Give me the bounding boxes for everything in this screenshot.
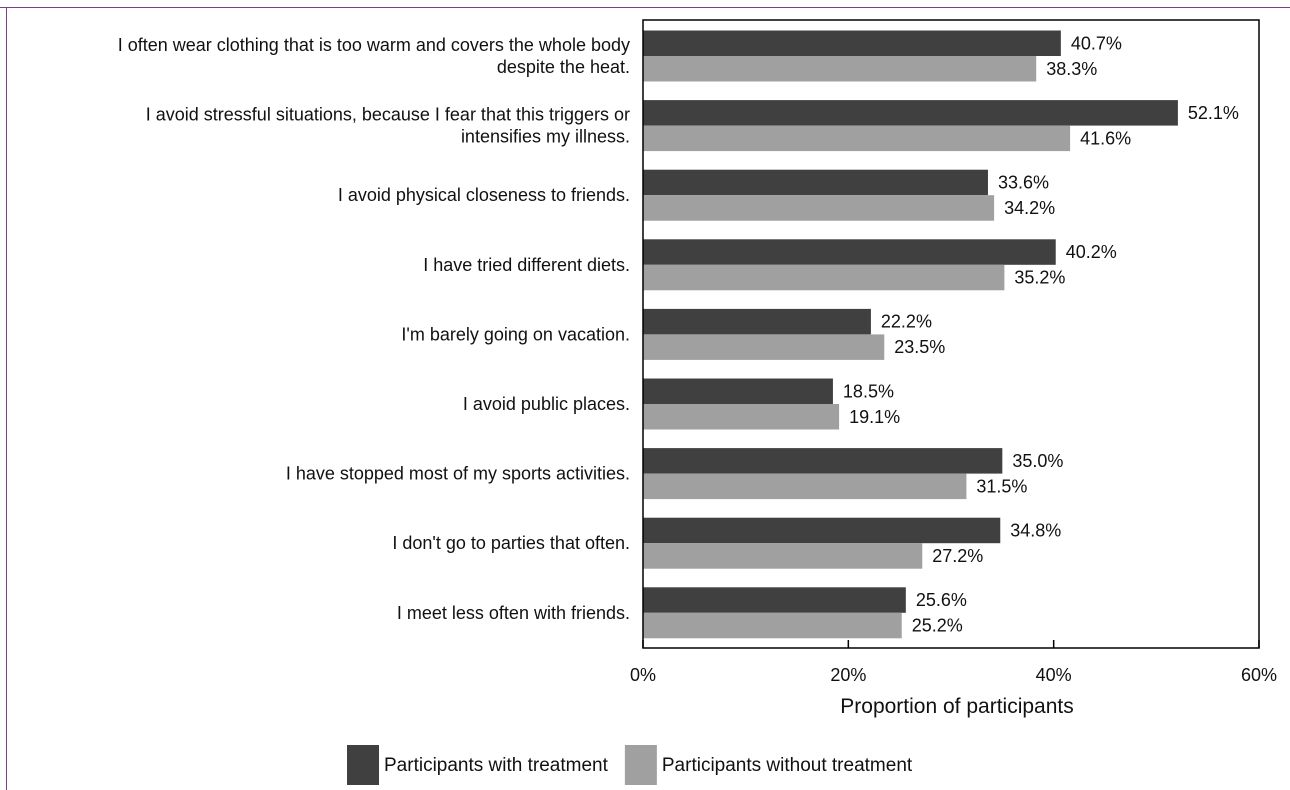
category-label-line: I have tried different diets. — [423, 255, 630, 275]
category-label-line: I avoid public places. — [463, 394, 630, 414]
value-label: 27.2% — [932, 546, 983, 566]
bar-with-treatment — [643, 587, 906, 613]
category-label-line: I don't go to parties that often. — [392, 533, 630, 553]
value-label: 38.3% — [1046, 59, 1097, 79]
bar-without-treatment — [643, 473, 967, 500]
x-tick-label: 40% — [1036, 665, 1072, 685]
category-label: I'm barely going on vacation. — [401, 324, 630, 344]
x-tick-label: 0% — [630, 665, 656, 685]
bars-group — [643, 30, 1178, 639]
bar-without-treatment — [643, 125, 1071, 152]
value-label: 40.7% — [1071, 33, 1122, 53]
bar-without-treatment — [643, 543, 923, 569]
frame-border-left — [6, 7, 7, 790]
value-label: 52.1% — [1188, 103, 1239, 123]
category-label: I avoid stressful situations, because I … — [146, 105, 630, 147]
category-label-line: I avoid stressful situations, because I … — [146, 105, 630, 125]
value-label: 35.0% — [1012, 451, 1063, 471]
bar-without-treatment — [643, 56, 1037, 82]
legend: Participants with treatment Participants … — [347, 745, 913, 785]
legend-swatch — [347, 745, 379, 785]
category-label: I don't go to parties that often. — [392, 533, 630, 553]
x-tick-label: 60% — [1241, 665, 1277, 685]
bar-with-treatment — [643, 30, 1061, 56]
value-label: 25.2% — [912, 616, 963, 636]
value-label: 34.8% — [1010, 520, 1061, 540]
value-label: 23.5% — [894, 337, 945, 357]
category-label-line: I meet less often with friends. — [397, 603, 630, 623]
legend-label: Participants without treatment — [662, 755, 913, 776]
value-labels-group: 40.7% 38.3% 52.1% 41.6% 33.6% 34.2% 40.2%35.2%… — [843, 33, 1239, 635]
x-tick-label: 20% — [830, 665, 866, 685]
bar-without-treatment — [643, 334, 885, 360]
category-label-line: I often wear clothing that is too warm a… — [118, 35, 630, 55]
category-label: I have stopped most of my sports activit… — [286, 464, 630, 484]
category-label: I avoid public places. — [463, 394, 630, 414]
bar-with-treatment — [643, 517, 1001, 544]
bar-without-treatment — [643, 404, 840, 430]
category-label: I avoid physical closeness to friends. — [338, 185, 630, 205]
value-label: 18.5% — [843, 381, 894, 401]
value-label: 19.1% — [849, 407, 900, 427]
x-axis-title: Proportion of participants — [840, 695, 1073, 718]
bar-with-treatment — [643, 100, 1178, 126]
bar-with-treatment — [643, 308, 871, 335]
category-labels-group: I often wear clothing that is too warm a… — [118, 35, 630, 623]
bar-with-treatment — [643, 448, 1003, 474]
x-axis-ticks-group: 0% 20% 40% 60% — [630, 640, 1277, 685]
value-label: 22.2% — [881, 312, 932, 332]
bar-without-treatment — [643, 195, 995, 221]
category-label-line: I have stopped most of my sports activit… — [286, 464, 630, 484]
category-label-line: I'm barely going on vacation. — [401, 324, 630, 344]
bar-with-treatment — [643, 239, 1056, 265]
category-label: I have tried different diets. — [423, 255, 630, 275]
value-label: 41.6% — [1080, 128, 1131, 148]
category-label-line: despite the heat. — [497, 57, 630, 77]
bar-with-treatment — [643, 378, 833, 404]
legend-label: Participants with treatment — [384, 755, 609, 776]
value-label: 25.6% — [916, 590, 967, 610]
value-label: 40.2% — [1066, 242, 1117, 262]
plot-frame — [642, 19, 1260, 649]
bar-without-treatment — [643, 264, 1005, 291]
bar-without-treatment — [643, 612, 902, 639]
frame-border-top — [0, 7, 1290, 8]
value-label: 35.2% — [1014, 268, 1065, 288]
value-label: 33.6% — [998, 172, 1049, 192]
category-label-line: I avoid physical closeness to friends. — [338, 185, 630, 205]
category-label: I meet less often with friends. — [397, 603, 630, 623]
bar-with-treatment — [643, 169, 988, 196]
category-label-line: intensifies my illness. — [461, 127, 630, 147]
legend-swatch — [624, 745, 657, 785]
value-label: 34.2% — [1004, 198, 1055, 218]
category-label: I often wear clothing that is too warm a… — [118, 35, 630, 77]
value-label: 31.5% — [976, 476, 1027, 496]
